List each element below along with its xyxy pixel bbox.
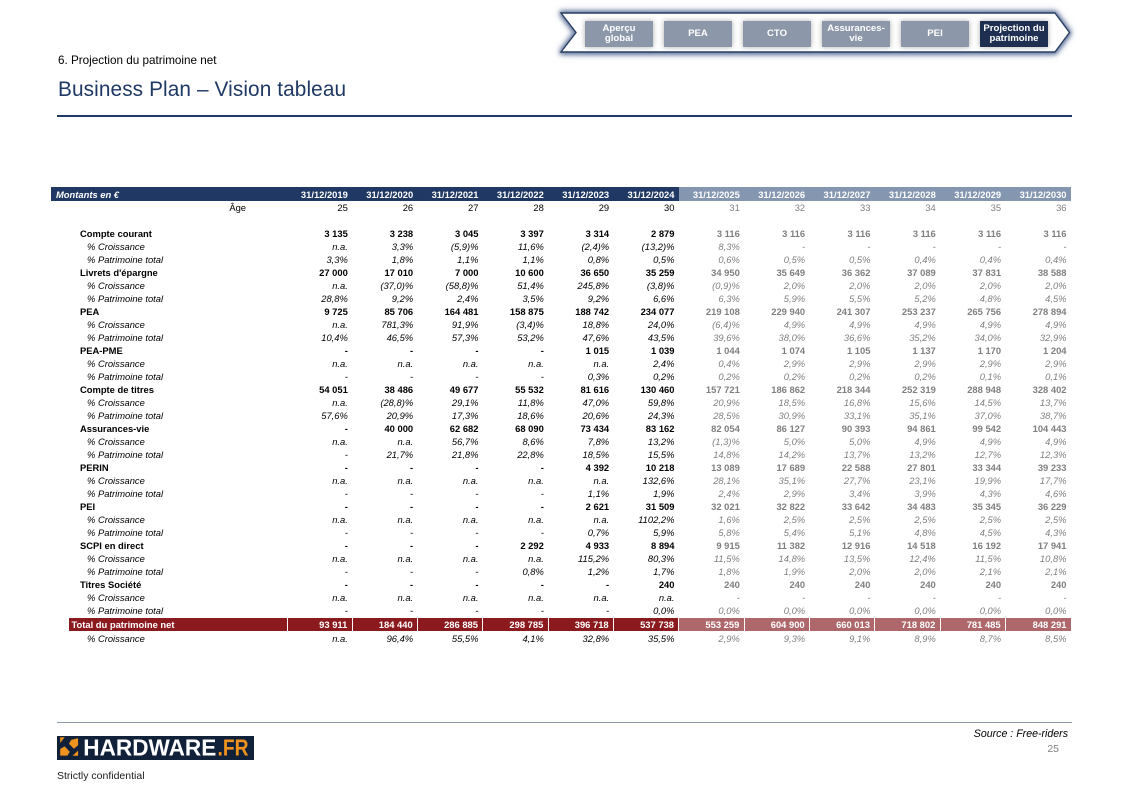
svg-text:.FR: .FR bbox=[218, 736, 249, 760]
svg-text:HARDWARE: HARDWARE bbox=[83, 736, 216, 760]
